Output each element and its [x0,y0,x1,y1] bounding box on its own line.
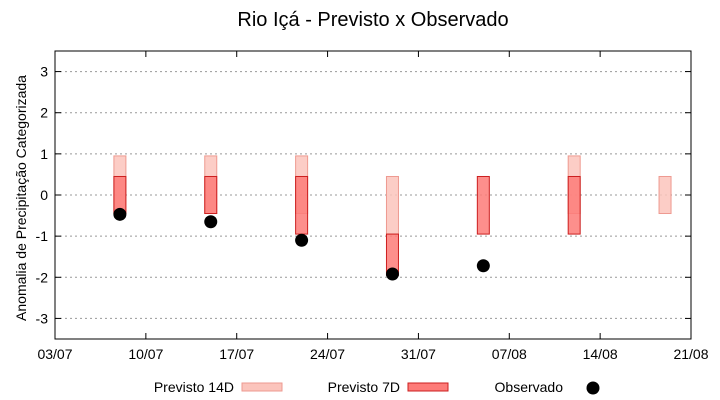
x-tick-label: 10/07 [128,346,163,362]
legend-previsto-7d-label: Previsto 7D [328,379,400,395]
axis-ticks: -3 -2 -1 0 1 2 3 03/07 10/07 17/07 24/07 31/07 07/08… [36,51,709,362]
legend-previsto-14d-swatch [241,382,283,392]
observado-point [476,259,490,273]
legend-previsto-14d-label: Previsto 14D [154,379,234,395]
legend-previsto-7d-swatch [407,382,449,392]
observado-point [204,215,218,229]
x-tick-label: 07/08 [492,346,527,362]
y-tick-label: -2 [36,269,49,285]
y-tick-label: 0 [40,187,48,203]
y-axis-label: Anomalia de Precipitação Categorizada [13,75,29,321]
y-tick-label: 1 [40,146,48,162]
y-tick-label: -3 [36,310,49,326]
x-tick-label: 31/07 [401,346,436,362]
previsto-7d-bar [295,175,309,235]
y-tick-label: -1 [36,228,49,244]
observado-point [113,207,127,221]
observado-point [295,233,309,247]
legend: Previsto 14D Previsto 7D Observado [154,379,600,395]
previsto-14d-bar [658,175,672,215]
x-tick-label: 14/08 [583,346,618,362]
y-tick-label: 2 [40,105,48,121]
chart-title: Rio Içá - Previsto x Observado [237,9,508,31]
x-tick-label: 21/08 [673,346,708,362]
previsto-14d-bar [385,175,399,235]
x-tick-label: 03/07 [37,346,72,362]
legend-observado-label: Observado [495,379,564,395]
x-tick-label: 24/07 [310,346,345,362]
grid-lines [55,71,691,319]
legend-observado-swatch [586,381,600,395]
x-tick-label: 17/07 [219,346,254,362]
y-tick-label: 3 [40,64,48,80]
previsto-7d-bar [567,175,581,235]
previsto-7d-bar [476,175,490,235]
observado-point [385,267,399,281]
previsto-7d-bar [204,175,218,215]
plot-area [113,155,672,281]
